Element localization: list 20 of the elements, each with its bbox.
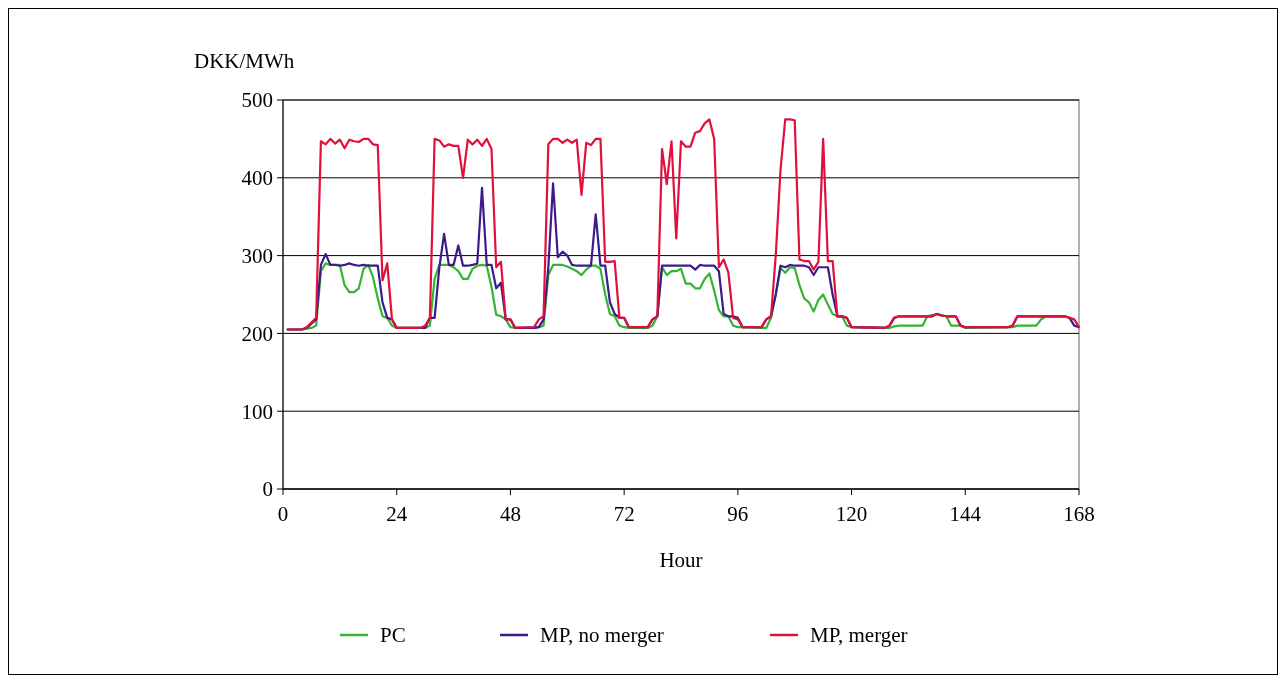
y-tick-label: 100	[241, 399, 273, 424]
legend-label: MP, merger	[810, 623, 908, 648]
y-tick-label: 300	[241, 243, 273, 268]
x-tick-label: 24	[386, 502, 408, 526]
x-tick-label: 96	[727, 502, 749, 526]
y-tick-label: 400	[241, 166, 273, 191]
x-tick-label: 0	[277, 502, 289, 526]
x-axis-title: Hour	[659, 548, 703, 572]
x-tick-label: 144	[949, 502, 982, 526]
y-tick-label: 500	[241, 88, 273, 113]
legend-label: PC	[380, 623, 406, 648]
x-tick-label: 168	[1063, 502, 1095, 526]
x-tick-label: 48	[499, 502, 521, 526]
line-series	[286, 118, 1081, 331]
y-tick-label: 200	[241, 321, 273, 346]
y-axis-title: DKK/MWh	[194, 49, 295, 73]
legend-label: MP, no merger	[540, 623, 664, 648]
y-tick-label: 0	[262, 477, 273, 502]
x-tick-label: 120	[835, 502, 868, 526]
x-tick-label: 72	[613, 502, 635, 526]
